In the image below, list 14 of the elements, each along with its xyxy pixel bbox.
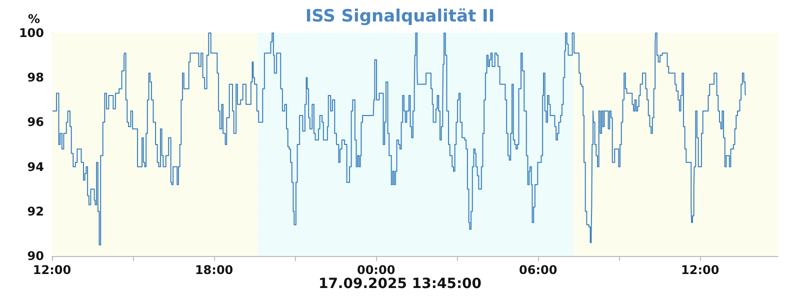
- x-tick-label: 00:00: [356, 263, 396, 277]
- x-tick-label: 06:00: [519, 263, 558, 277]
- y-tick-label: 94: [27, 160, 44, 174]
- y-tick-label: 96: [27, 115, 44, 130]
- y-tick-label: 100: [18, 26, 44, 40]
- text: 17.09.2025 13:45:00: [318, 276, 482, 292]
- x-tick-label: 12:00: [681, 263, 720, 277]
- y-axis-title: %: [28, 12, 40, 26]
- x-tick-label: 18:00: [194, 263, 234, 277]
- y-tick-label: 98: [27, 70, 44, 85]
- y-tick-label: 92: [27, 204, 44, 218]
- chart-title: ISS Signalqualität II: [305, 6, 495, 26]
- x-tick-label: 12:00: [32, 263, 72, 277]
- y-tick-label: 90: [27, 249, 44, 263]
